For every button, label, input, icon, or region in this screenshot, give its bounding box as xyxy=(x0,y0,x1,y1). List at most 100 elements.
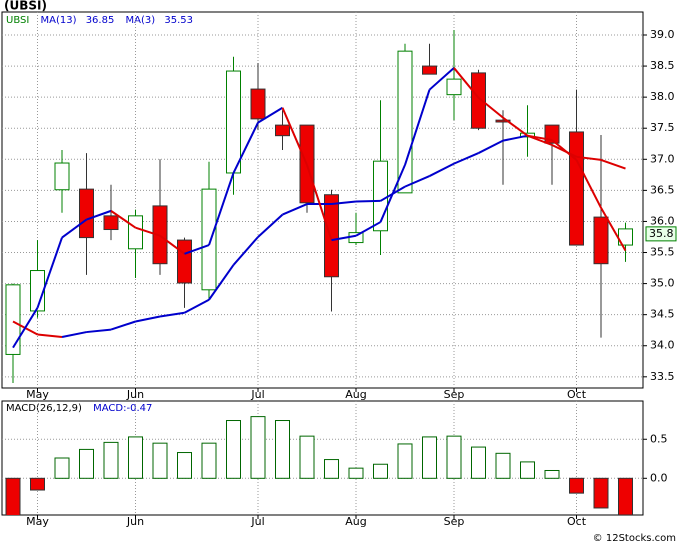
candle-body xyxy=(495,119,511,123)
y-tick-label: 35.5 xyxy=(650,246,675,259)
candle-body xyxy=(446,78,462,96)
macd-bar xyxy=(201,442,217,479)
y-tick-label: 37.0 xyxy=(650,152,675,165)
ma-segment xyxy=(355,199,381,203)
ma-segment xyxy=(527,134,553,142)
last-price-box xyxy=(645,226,677,242)
ma-segment xyxy=(159,311,185,318)
x-tick-label: Oct xyxy=(567,515,587,528)
ma-segment xyxy=(477,96,504,119)
ma-segment xyxy=(159,234,186,255)
x-tick-label: May xyxy=(26,388,49,401)
y-tick-label: 35.0 xyxy=(650,277,675,290)
ma-segment xyxy=(232,122,259,174)
ma-segment xyxy=(37,333,63,339)
y-tick-label: 36.0 xyxy=(650,214,675,227)
y-tick-label: 0.5 xyxy=(650,432,668,445)
ma-segment xyxy=(429,162,455,177)
ma-segment xyxy=(331,200,357,206)
x-tick-label: Sep xyxy=(444,515,465,528)
macd-bar xyxy=(30,477,45,491)
candle-body xyxy=(569,131,584,246)
macd-bar xyxy=(250,416,266,479)
macd-bar xyxy=(79,448,94,479)
macd-bar xyxy=(422,436,437,479)
footer: © 12Stocks.com xyxy=(593,533,676,544)
x-tick-label: Jun xyxy=(126,388,144,401)
macd-bar xyxy=(226,420,241,479)
macd-bar xyxy=(569,477,584,494)
macd-label: MACD: xyxy=(93,403,126,414)
x-tick-label: Jul xyxy=(250,515,264,528)
ma-segment xyxy=(502,134,528,142)
macd-bar xyxy=(128,436,143,479)
macd-bar xyxy=(618,477,633,515)
legend-ma13-value: 36.85 xyxy=(86,15,115,26)
ma-segment xyxy=(428,67,455,91)
candle-body xyxy=(54,162,70,191)
candle-body xyxy=(5,284,21,355)
legend-ma3-name: MA(3) xyxy=(126,15,156,26)
legend-symbol: UBSI xyxy=(6,15,29,26)
macd-bar xyxy=(275,420,290,479)
macd-legend: MACD(26,12,9) MACD:-0.47 xyxy=(6,403,152,414)
candle-body xyxy=(471,72,486,129)
macd-bar xyxy=(348,467,364,479)
ma-segment xyxy=(551,139,578,161)
y-tick-label: 34.5 xyxy=(650,308,675,321)
ma-segment xyxy=(257,213,284,238)
legend-ma3-value: 35.53 xyxy=(164,15,193,26)
candle-body xyxy=(324,194,339,278)
candles xyxy=(5,30,633,384)
candle-body xyxy=(103,215,119,231)
ma-segment xyxy=(135,226,161,237)
candle-body xyxy=(422,65,437,75)
ma-segment xyxy=(232,236,259,266)
macd-value: -0.47 xyxy=(127,403,153,414)
macd-bar xyxy=(177,452,192,479)
ma-segment xyxy=(61,331,87,339)
macd-title: MACD(26,12,9) xyxy=(6,403,82,414)
ma-segment xyxy=(575,159,602,209)
x-tick-label: Aug xyxy=(345,388,366,401)
ma-segment xyxy=(379,164,406,223)
legend-ma13-name: MA(13) xyxy=(41,15,77,26)
ma-segment xyxy=(208,172,235,246)
ma-segment xyxy=(576,155,602,161)
macd-bar xyxy=(397,443,413,479)
candle-body xyxy=(79,188,94,239)
ma-segment xyxy=(61,218,88,239)
candle-body xyxy=(226,70,241,174)
ma-segment xyxy=(110,210,137,229)
ma-segment xyxy=(257,106,284,124)
ma-segment xyxy=(502,116,529,137)
ma-segment xyxy=(36,237,63,309)
x-tick-label: Aug xyxy=(345,515,366,528)
x-tick-label: Jul xyxy=(250,388,264,401)
ma-segment xyxy=(306,164,333,241)
y-tick-label: 33.5 xyxy=(650,370,675,383)
macd-panel xyxy=(1,400,644,516)
last-price-label: 35.8 xyxy=(649,227,674,240)
x-tick-label: May xyxy=(26,515,49,528)
y-tick-label: 36.5 xyxy=(650,183,675,196)
macd-bar xyxy=(593,477,609,509)
macd-bar xyxy=(5,477,21,515)
macd-bar xyxy=(520,461,535,479)
price-panel xyxy=(1,11,644,389)
ma-segment xyxy=(331,234,357,242)
ma-segment xyxy=(404,175,430,188)
candle-body xyxy=(128,215,143,250)
candle-body xyxy=(250,88,266,120)
x-tick-label: Sep xyxy=(444,388,465,401)
y-tick-label: 39.0 xyxy=(650,28,675,41)
macd-bar xyxy=(103,441,119,479)
candle-body xyxy=(397,50,413,194)
y-tick-label: 37.5 xyxy=(650,121,675,134)
macd-bar xyxy=(152,442,168,479)
legend: UBSI MA(13) 36.85 MA(3) 35.53 xyxy=(6,15,193,26)
ma-segment xyxy=(135,315,161,323)
ma-segment xyxy=(110,320,136,331)
